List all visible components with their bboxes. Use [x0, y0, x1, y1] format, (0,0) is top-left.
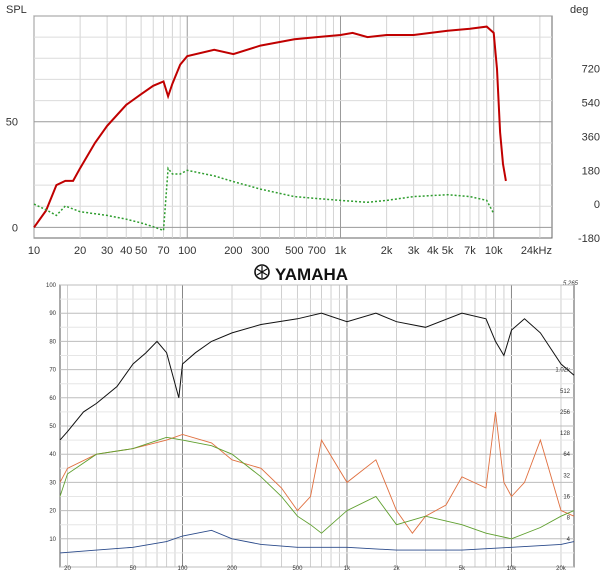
y-left-tick-label: 0 — [12, 222, 18, 234]
spl-phase-chart: 10 20 30 40 50 70 100 200 300 500 700 1k 2k 3k 4k 5k 7k 1… — [0, 0, 608, 258]
x-tick-label: 50 — [130, 566, 137, 572]
model-label: 5.265 — [563, 281, 579, 287]
tick-labels: 10 20 30 40 50 70 100 200 300 500 700 1k 2k 3k 4k 5k 7k 1… — [6, 64, 600, 257]
x-tick-label: 2k — [381, 245, 393, 257]
x-tick-label: 100 — [178, 245, 196, 257]
y-right-tick-label: 64 — [563, 452, 570, 458]
x-tick-label: 300 — [251, 245, 269, 257]
y-tick-label: 100 — [46, 283, 57, 289]
x-tick-label: 10 — [28, 245, 40, 257]
y-right-tick-label: 180 — [582, 165, 600, 177]
y-right-tick-label: 4 — [567, 537, 571, 543]
frequency-response-curve — [59, 312, 575, 441]
y-tick-label: 50 — [49, 424, 56, 430]
y-right-tick-label: 256 — [560, 410, 571, 416]
yamaha-logo: YAMAHA — [254, 264, 348, 284]
y-tick-label: 40 — [49, 452, 56, 458]
x-tick-label: 10k — [485, 245, 503, 257]
x-tick-label: 30 — [101, 245, 113, 257]
series-group — [59, 312, 575, 554]
plot-area — [33, 15, 553, 239]
x-tick-label: 50 — [135, 245, 147, 257]
x-tick-label: 500 — [292, 566, 303, 572]
x-tick-label: 1k — [344, 566, 351, 572]
phase-curve — [33, 166, 495, 232]
x-tick-label: 10k — [507, 566, 518, 572]
y-right-tick-label: 360 — [582, 131, 600, 143]
distortion-curve-green — [59, 436, 575, 540]
tick-labels: 10 20 30 40 50 60 70 80 90 100 1.02k 512 256 128 64 32 1… — [46, 283, 571, 572]
x-tick-label: 20 — [64, 566, 71, 572]
y-right-tick-label: 16 — [563, 495, 570, 501]
y-right-tick-label: 720 — [582, 64, 600, 76]
grid — [33, 15, 552, 238]
tuning-fork-icon — [254, 264, 270, 280]
grid — [60, 284, 574, 568]
impedance-curve — [59, 529, 575, 554]
y-left-tick-label: 50 — [6, 117, 18, 129]
x-tick-label: 40 — [120, 245, 132, 257]
distortion-curve-orange — [59, 411, 575, 534]
y-tick-label: 70 — [49, 368, 56, 374]
brand-name: YAMAHA — [275, 265, 348, 284]
x-tick-label: 700 — [308, 245, 326, 257]
x-tick-label: 200 — [227, 566, 238, 572]
y-right-axis-label: deg — [570, 4, 588, 16]
x-tick-label: 4k — [427, 245, 439, 257]
y-tick-label: 20 — [49, 509, 56, 515]
x-tick-label: 5k — [459, 566, 466, 572]
y-right-tick-label: 1.02k — [555, 368, 571, 374]
y-tick-label: 80 — [49, 339, 56, 345]
y-tick-label: 60 — [49, 396, 56, 402]
y-right-tick-label: 128 — [560, 431, 571, 437]
series-group — [33, 25, 507, 232]
y-right-tick-label: 512 — [560, 389, 571, 395]
x-tick-label: 200 — [224, 245, 242, 257]
x-tick-label: 2k — [393, 566, 400, 572]
x-tick-label: 1k — [335, 245, 347, 257]
x-tick-label: 5k — [442, 245, 454, 257]
y-right-tick-label: -180 — [578, 233, 600, 245]
x-tick-label: 100 — [177, 566, 188, 572]
y-tick-label: 90 — [49, 311, 56, 317]
y-left-axis-label: SPL — [6, 4, 27, 16]
x-tick-label: 20 — [74, 245, 86, 257]
x-tick-label: 70 — [157, 245, 169, 257]
y-right-tick-label: 32 — [563, 473, 570, 479]
y-right-tick-label: 540 — [582, 98, 600, 110]
x-tick-label: 24kHz — [521, 245, 552, 257]
x-tick-label: 20k — [556, 566, 567, 572]
x-tick-label: 7k — [464, 245, 476, 257]
x-tick-label: 500 — [285, 245, 303, 257]
y-right-tick-label: 0 — [594, 199, 600, 211]
y-tick-label: 10 — [49, 537, 56, 543]
y-tick-label: 30 — [49, 480, 56, 486]
x-tick-label: 3k — [408, 245, 420, 257]
spl-curve — [33, 25, 507, 228]
y-right-tick-label: 8 — [567, 516, 571, 522]
